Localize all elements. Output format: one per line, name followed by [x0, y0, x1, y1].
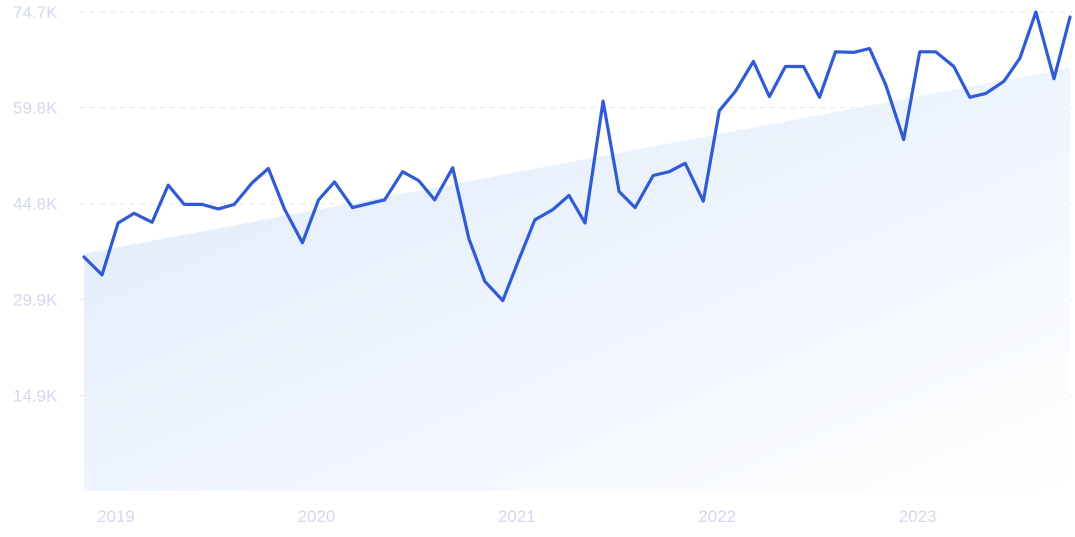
x-tick-label-0: 2019 [97, 507, 135, 526]
y-tick-label-2: 44.8K [13, 195, 58, 214]
x-tick-label-2: 2021 [498, 507, 536, 526]
y-tick-label-1: 29.9K [13, 290, 58, 309]
x-tick-label-1: 2020 [297, 507, 335, 526]
series-line-group [82, 10, 1072, 303]
x-tick-label-3: 2022 [698, 507, 736, 526]
x-tick-label-4: 2023 [899, 507, 937, 526]
y-tick-label-0: 14.9K [13, 386, 58, 405]
y-tick-label-3: 59.8K [13, 99, 58, 118]
y-axis-ticks: 14.9K 29.9K 44.8K 59.8K 74.7K [13, 3, 58, 405]
y-tick-label-4: 74.7K [13, 3, 58, 22]
series-line [82, 10, 1072, 303]
trend-area-fill [84, 67, 1070, 492]
trend-area [84, 67, 1070, 492]
x-axis-ticks: 2019 2020 2021 2022 2023 [97, 507, 936, 526]
